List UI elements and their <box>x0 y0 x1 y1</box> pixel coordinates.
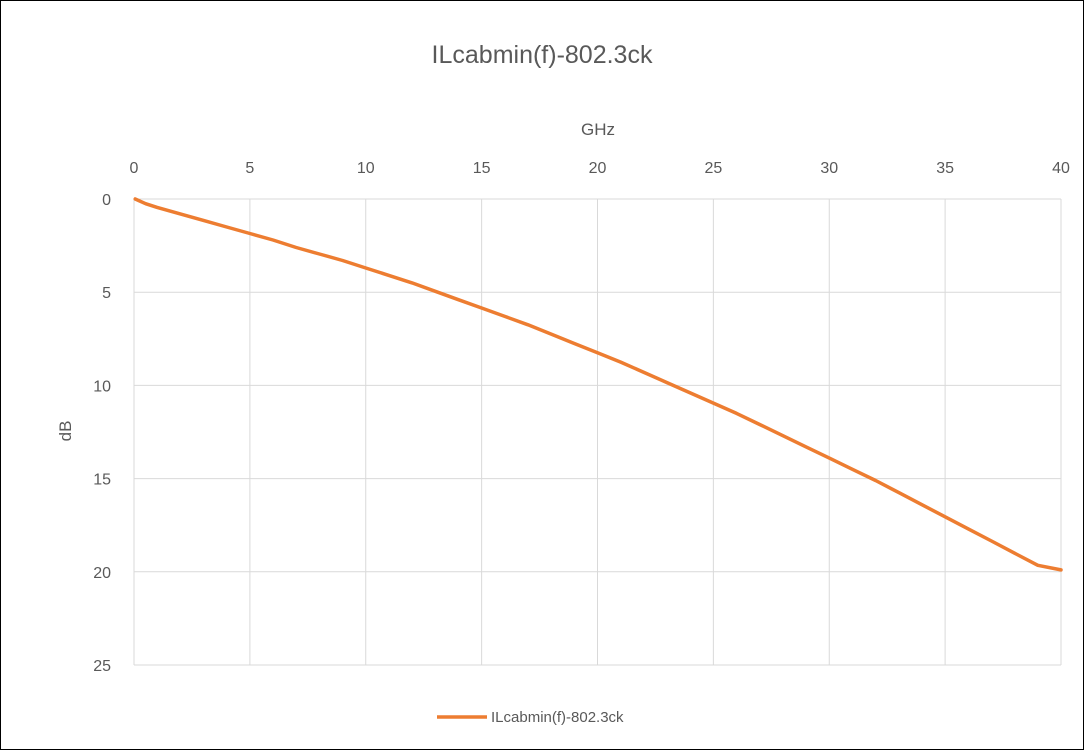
x-tick-label: 40 <box>1052 160 1070 177</box>
x-tick-label: 15 <box>473 160 491 177</box>
y-tick-label: 25 <box>93 658 111 675</box>
x-tick-label: 5 <box>245 160 254 177</box>
series-line <box>133 197 1063 572</box>
gridlines <box>133 198 1062 666</box>
y-tick-label: 10 <box>93 378 111 395</box>
x-axis-title: GHz <box>581 120 615 139</box>
y-axis-title: dB <box>56 421 75 442</box>
y-tick-label: 5 <box>102 285 111 302</box>
y-tick-label: 0 <box>102 192 111 209</box>
legend-label: ILcabmin(f)-802.3ck <box>491 709 624 726</box>
x-tick-label: 10 <box>357 160 375 177</box>
chart-title: ILcabmin(f)-802.3ck <box>432 41 653 69</box>
x-tick-label: 30 <box>820 160 838 177</box>
x-tick-label: 0 <box>130 160 139 177</box>
tick-labels: 0 5 10 15 20 25 30 35 40 0 5 10 15 20 25 <box>93 160 1070 675</box>
legend: ILcabmin(f)-802.3ck <box>437 709 624 726</box>
y-tick-label: 15 <box>93 472 111 489</box>
x-tick-label: 35 <box>936 160 954 177</box>
x-tick-label: 25 <box>704 160 722 177</box>
x-tick-label: 20 <box>589 160 607 177</box>
y-tick-label: 20 <box>93 565 111 582</box>
series-layer <box>133 197 1063 572</box>
